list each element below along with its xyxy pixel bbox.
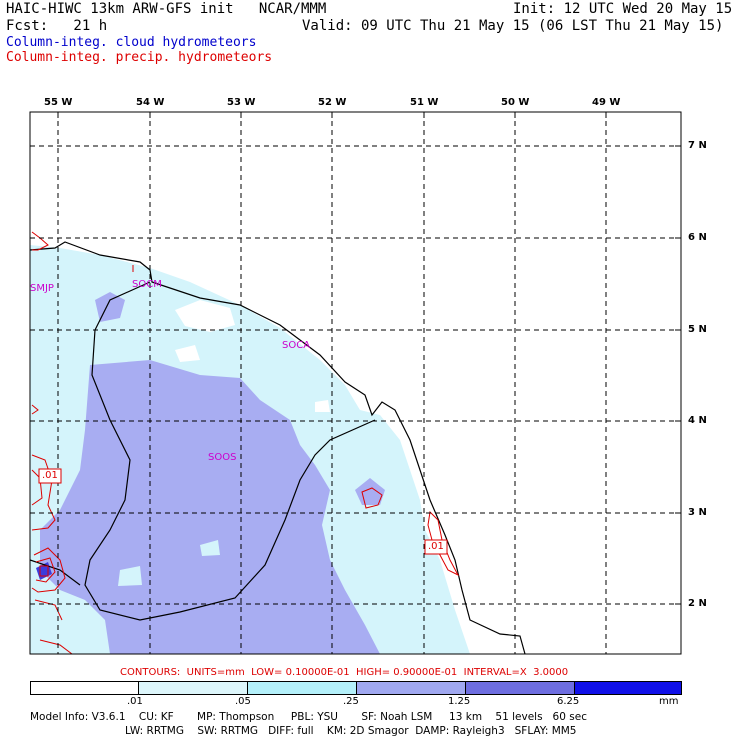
station-label: SMJP bbox=[30, 283, 54, 294]
lat-label: 2 N bbox=[688, 598, 707, 609]
station-label: SOCA bbox=[282, 340, 311, 351]
graticule bbox=[30, 112, 681, 654]
lon-label: 53 W bbox=[227, 97, 256, 108]
valid-time: Valid: 09 UTC Thu 21 May 15 (06 LST Thu … bbox=[302, 18, 724, 34]
lat-label: 7 N bbox=[688, 140, 707, 151]
lon-label: 52 W bbox=[318, 97, 347, 108]
lon-label: 54 W bbox=[136, 97, 165, 108]
contour-value-label: .01 bbox=[428, 541, 444, 552]
model-info-line2: LW: RRTMG SW: RRTMG DIFF: full KM: 2D Sm… bbox=[125, 725, 577, 737]
lat-label: 5 N bbox=[688, 324, 707, 335]
field-cloud-label: Column-integ. cloud hydrometeors bbox=[6, 35, 257, 50]
model-info-line1: Model Info: V3.6.1 CU: KF MP: Thompson P… bbox=[30, 711, 587, 723]
colorbar bbox=[30, 681, 682, 695]
colorbar-tick: 1.25 bbox=[448, 696, 471, 707]
station-label: SOOS bbox=[208, 452, 237, 463]
lon-label: 50 W bbox=[501, 97, 530, 108]
coastline bbox=[30, 241, 526, 654]
forecast-hour: Fcst: 21 h bbox=[6, 18, 108, 34]
lat-label: 4 N bbox=[688, 415, 707, 426]
colorbar-tick: 6.25 bbox=[557, 696, 580, 707]
map-frame bbox=[29, 111, 682, 655]
lat-label: 6 N bbox=[688, 232, 707, 243]
plot-title: HAIC-HIWC 13km ARW-GFS init NCAR/MMM bbox=[6, 1, 327, 17]
colorbar-tick: .25 bbox=[343, 696, 359, 707]
station-label: SOCM bbox=[132, 279, 162, 290]
lat-label: 3 N bbox=[688, 507, 707, 518]
colorbar-tick: .01 bbox=[127, 696, 143, 707]
lon-label: 51 W bbox=[410, 97, 439, 108]
colorbar-tick: .05 bbox=[235, 696, 251, 707]
border-line-1 bbox=[84, 281, 376, 621]
lon-label: 55 W bbox=[44, 97, 73, 108]
border-line-2 bbox=[30, 559, 81, 586]
init-time: Init: 12 UTC Wed 20 May 15 bbox=[513, 1, 733, 17]
contours-info: CONTOURS: UNITS=mm LOW= 0.10000E-01 HIGH… bbox=[120, 667, 569, 678]
contour-value-label: .01 bbox=[42, 470, 58, 481]
lon-label: 49 W bbox=[592, 97, 621, 108]
field-precip-label: Column-integ. precip. hydrometeors bbox=[6, 50, 273, 65]
colorbar-unit: mm bbox=[659, 696, 679, 707]
